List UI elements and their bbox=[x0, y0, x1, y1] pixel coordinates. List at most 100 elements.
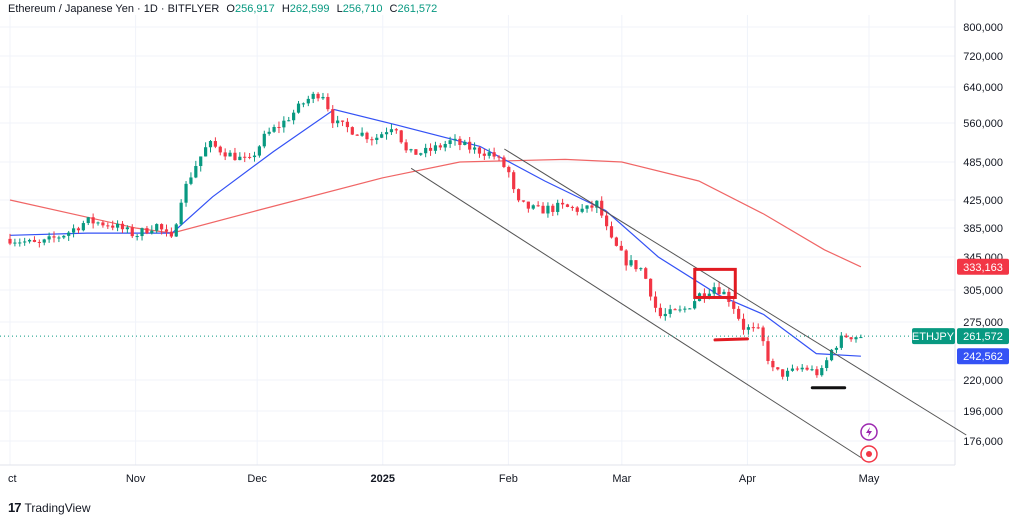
candle-body bbox=[600, 200, 604, 216]
candle-body bbox=[472, 147, 477, 150]
candle-body bbox=[644, 268, 648, 279]
candle-body bbox=[717, 287, 721, 295]
x-tick-label: May bbox=[859, 473, 880, 485]
close-label: C bbox=[389, 3, 398, 15]
candle-body bbox=[834, 347, 839, 350]
candle-body bbox=[47, 236, 51, 240]
candle-body bbox=[795, 368, 799, 370]
candle-body bbox=[570, 206, 574, 208]
candle-body bbox=[380, 134, 384, 138]
candle-body bbox=[761, 327, 765, 342]
y-tick-label: 305,000 bbox=[963, 285, 1003, 297]
candle-body bbox=[32, 239, 37, 242]
candle-body bbox=[18, 242, 22, 244]
candle-body bbox=[71, 228, 76, 233]
candle-body bbox=[859, 337, 863, 339]
candle-body bbox=[458, 138, 462, 145]
candle-body bbox=[326, 96, 330, 110]
candle-body bbox=[820, 368, 824, 376]
candle-body bbox=[663, 313, 667, 317]
candle-body bbox=[340, 120, 345, 122]
ma-fast-tag bbox=[957, 348, 1009, 365]
candle-body bbox=[810, 369, 814, 371]
candle-body bbox=[614, 237, 618, 246]
candle-body bbox=[776, 367, 780, 370]
candle-body bbox=[37, 241, 41, 243]
candle-body bbox=[790, 368, 795, 371]
candle-body bbox=[233, 152, 237, 161]
candle-body bbox=[619, 245, 623, 251]
candle-body bbox=[101, 222, 105, 226]
candle-body bbox=[120, 223, 125, 230]
candle-body bbox=[766, 341, 770, 361]
candle-body bbox=[184, 183, 188, 203]
candle-body bbox=[575, 207, 579, 212]
ma-fast-tag-text: 242,562 bbox=[963, 351, 1003, 363]
candle-body bbox=[839, 335, 843, 348]
y-tick-label: 720,000 bbox=[963, 51, 1003, 63]
candle-body bbox=[282, 120, 286, 128]
candle-body bbox=[414, 149, 418, 155]
candle-body bbox=[404, 142, 408, 151]
candle-body bbox=[130, 227, 134, 237]
candle-body bbox=[658, 307, 662, 317]
candle-body bbox=[541, 205, 545, 214]
candle-body bbox=[678, 309, 682, 311]
candle-body bbox=[208, 141, 213, 148]
x-tick-label: 2025 bbox=[371, 473, 395, 485]
channel-lower-line bbox=[410, 167, 862, 458]
candle-body bbox=[609, 226, 614, 238]
candle-body bbox=[531, 205, 535, 209]
ma-slow-tag bbox=[957, 258, 1009, 275]
open-value: 256,917 bbox=[234, 3, 275, 15]
candle-body bbox=[199, 156, 203, 167]
candle-body bbox=[57, 237, 61, 239]
candle-body bbox=[204, 147, 208, 157]
x-tick-label: Dec bbox=[247, 473, 267, 485]
candle-body bbox=[42, 239, 46, 243]
candle-body bbox=[296, 103, 301, 113]
candle-body bbox=[521, 200, 526, 202]
candle-body bbox=[115, 223, 120, 228]
symbol-tag bbox=[912, 328, 955, 345]
candle-body bbox=[722, 291, 726, 295]
candle-body bbox=[67, 232, 71, 236]
support-marker-red bbox=[713, 337, 749, 342]
candle-body bbox=[27, 239, 32, 242]
candle-body bbox=[76, 228, 81, 231]
candle-body bbox=[169, 231, 173, 237]
x-tick-label: Nov bbox=[126, 473, 146, 485]
candle-body bbox=[849, 337, 853, 340]
candle-body bbox=[252, 155, 257, 158]
candle-body bbox=[331, 109, 335, 124]
open-label: O bbox=[226, 3, 235, 15]
candle-body bbox=[829, 349, 834, 361]
candle-body bbox=[228, 152, 232, 157]
candle-body bbox=[800, 367, 804, 370]
candle-body bbox=[164, 229, 169, 232]
candle-body bbox=[409, 149, 413, 151]
candle-body bbox=[301, 103, 306, 105]
candle-body bbox=[311, 93, 315, 99]
candle-body bbox=[815, 369, 819, 376]
symbol-title: Ethereum / Japanese Yen · 1D · BITFLYER bbox=[8, 3, 220, 15]
candle-body bbox=[546, 205, 550, 214]
candle-body bbox=[751, 327, 755, 329]
candle-body bbox=[448, 140, 452, 144]
candle-body bbox=[785, 370, 790, 377]
candle-body bbox=[384, 132, 389, 135]
tradingview-branding[interactable]: 17 TradingView bbox=[8, 500, 91, 515]
y-tick-label: 196,000 bbox=[963, 406, 1003, 418]
candle-body bbox=[365, 132, 369, 140]
candle-body bbox=[844, 335, 848, 338]
candle-body bbox=[536, 205, 540, 207]
candle-body bbox=[91, 217, 95, 224]
candle-body bbox=[213, 141, 217, 147]
x-tick-label: ct bbox=[8, 473, 17, 485]
candle-body bbox=[468, 141, 472, 150]
last-price-tag-text: 261,572 bbox=[963, 331, 1003, 343]
candle-body bbox=[155, 224, 159, 231]
candle-body bbox=[272, 126, 276, 132]
candle-body bbox=[551, 205, 555, 212]
